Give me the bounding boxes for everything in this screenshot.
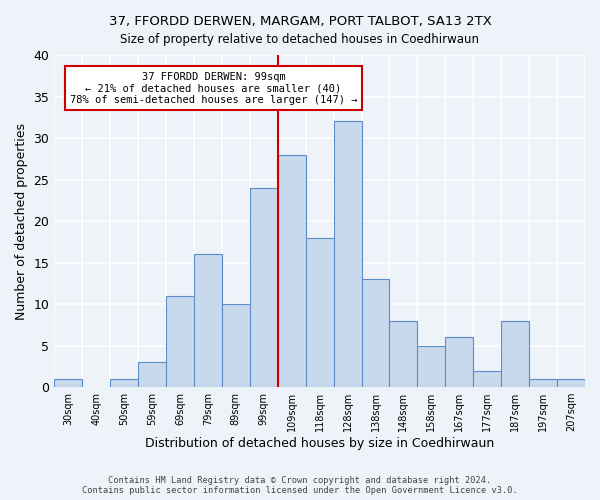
Bar [54,379,82,388]
Bar [362,280,389,388]
Text: 37 FFORDD DERWEN: 99sqm
← 21% of detached houses are smaller (40)
78% of semi-de: 37 FFORDD DERWEN: 99sqm ← 21% of detache… [70,72,357,105]
Bar [138,362,166,388]
Bar [166,296,194,388]
Text: Contains HM Land Registry data © Crown copyright and database right 2024.
Contai: Contains HM Land Registry data © Crown c… [82,476,518,495]
Bar [305,238,334,388]
Text: 37, FFORDD DERWEN, MARGAM, PORT TALBOT, SA13 2TX: 37, FFORDD DERWEN, MARGAM, PORT TALBOT, … [109,15,491,28]
Bar [334,122,362,388]
Bar [110,379,138,388]
Bar [557,379,585,388]
Bar [418,346,445,388]
Bar [222,304,250,388]
Bar [473,370,501,388]
Bar [250,188,278,388]
Text: Size of property relative to detached houses in Coedhirwaun: Size of property relative to detached ho… [121,32,479,46]
Bar [529,379,557,388]
Y-axis label: Number of detached properties: Number of detached properties [15,122,28,320]
Bar [278,154,305,388]
Bar [445,338,473,388]
X-axis label: Distribution of detached houses by size in Coedhirwaun: Distribution of detached houses by size … [145,437,494,450]
Bar [501,321,529,388]
Bar [194,254,222,388]
Bar [389,321,418,388]
